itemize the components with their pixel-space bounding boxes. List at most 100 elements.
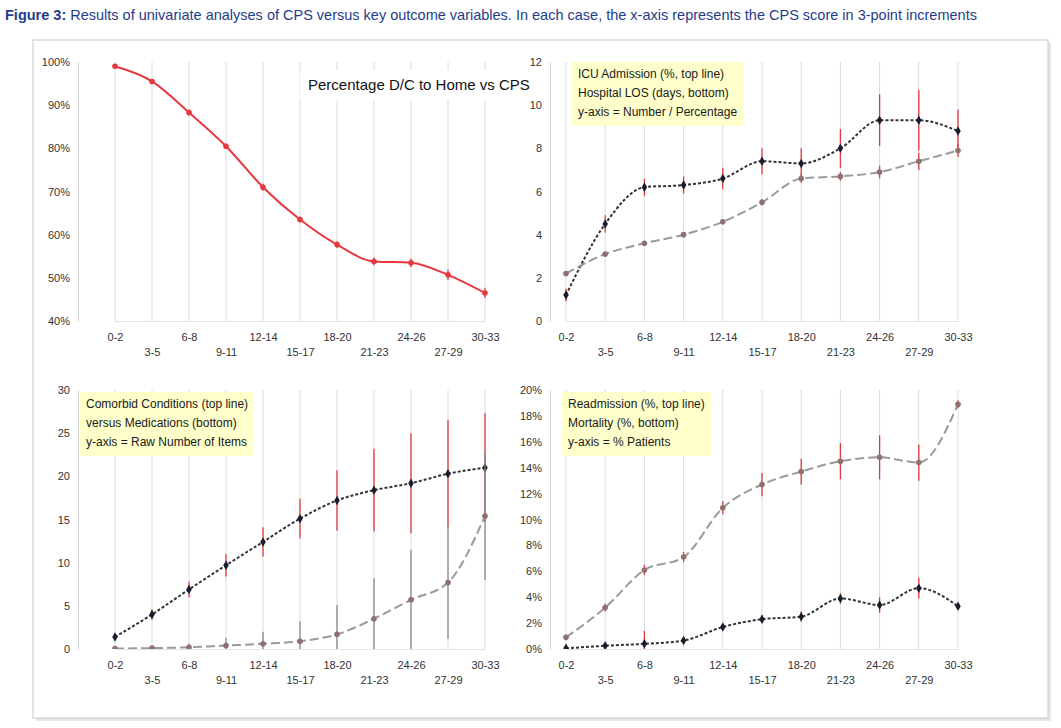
tick: 8 [536,142,550,154]
tick-label: 3-5 [145,674,161,686]
tick-label: 100% [42,56,70,68]
marker [681,554,687,560]
tick-label: 80% [48,142,70,154]
error-bar [299,621,300,649]
tick-label: 20 [58,470,70,482]
marker [408,597,414,603]
tick: 50% [48,272,78,284]
tick: 20% [520,384,550,396]
tick-label: 18-20 [788,331,816,343]
marker [445,272,451,278]
tick: 25 [58,427,78,439]
series [563,578,960,649]
marker [916,116,921,125]
tick: 20 [58,470,78,482]
marker [445,580,451,586]
tick-label: 0-2 [108,659,124,671]
tick: 30-33 [471,321,499,343]
tick-label: 24-26 [397,659,425,671]
tick: 27-29 [905,321,933,358]
marker [720,174,725,183]
tick-label: 60% [48,229,70,241]
annotation-text: Comorbid Conditions (top line) [86,397,248,411]
marker [916,158,922,164]
tick: 0 [536,315,550,327]
tick-label: 27-29 [905,346,933,358]
axis-line [550,63,551,322]
tick: 15-17 [286,321,314,358]
marker [260,537,265,546]
tick: 9-11 [216,649,237,686]
tick-label: 12-14 [249,331,277,343]
marker [720,219,726,225]
grid-line [879,390,880,649]
tick: 10% [520,514,550,526]
grid-line [566,62,567,321]
tick: 12-14 [709,321,737,343]
y-axis: 024681012 [530,56,551,327]
tick-label: 30 [58,384,70,396]
tick: 100% [42,56,78,68]
annotation-text: y-axis = Raw Number of Items [86,435,247,449]
annotation-text: Hospital LOS (days, bottom) [578,86,729,100]
marker [334,632,340,638]
tick: 3-5 [145,321,161,358]
tick-label: 0-2 [559,331,575,343]
tick-label: 16% [520,436,542,448]
series-line [115,66,485,293]
marker [112,646,118,649]
grid-line [411,390,412,649]
grid-line [411,62,412,321]
axis-line [567,321,959,322]
tick: 0 [64,643,78,655]
x-axis: 0-23-56-89-1112-1415-1718-2021-2324-2627… [108,649,500,686]
tick: 0-2 [108,649,124,671]
tick-label: 9-11 [673,674,694,686]
marker [223,561,228,570]
tick-label: 24-26 [866,331,894,343]
tick: 40% [48,315,78,327]
annotation-text: Readmission (%, top line) [568,397,705,411]
tick: 5 [64,600,78,612]
tick: 30-33 [944,649,972,671]
series-line [115,516,485,649]
tick-label: 10 [58,557,70,569]
marker [877,600,882,609]
grid [566,62,958,321]
marker [602,641,607,649]
tick: 24-26 [397,649,425,671]
tick: 70% [48,186,78,198]
y-axis: 0%2%4%6%8%10%12%14%16%18%20% [520,384,551,655]
caption-label: Figure 3: [5,7,66,23]
series-line [566,120,958,295]
plot-area [563,400,961,649]
grid-line [801,62,802,321]
series [112,452,488,649]
axis-line [78,63,79,322]
tick-label: 0-2 [108,331,124,343]
tick-label: 21-23 [827,346,855,358]
tick: 6-8 [182,321,198,343]
tick: 10 [58,557,78,569]
marker [297,514,302,523]
tick-label: 24-26 [397,331,425,343]
grid-line [918,62,919,321]
tick-label: 9-11 [673,346,694,358]
marker [371,485,376,494]
grid-line [485,390,486,649]
tick-label: 15-17 [748,346,776,358]
series-line [115,468,485,637]
tick-label: 6-8 [182,331,198,343]
tick-label: 5 [64,600,70,612]
tick-label: 20% [520,384,542,396]
grid-line [722,390,723,649]
tick-label: 27-29 [905,674,933,686]
tick-label: 12-14 [709,659,737,671]
tick-label: 90% [48,99,70,111]
tick: 6-8 [637,649,653,671]
tick: 24-26 [866,649,894,671]
tick-label: 10 [530,99,542,111]
chart-panel: 0246810120-23-56-89-1112-1415-1718-2021-… [530,56,973,358]
marker [877,169,883,175]
annotation-box [300,70,538,100]
